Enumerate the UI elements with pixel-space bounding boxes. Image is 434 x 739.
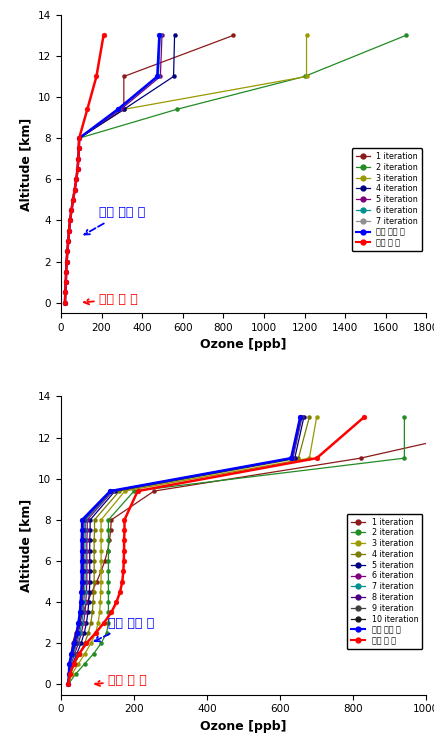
Legend: 1 iteration, 2 iteration, 3 iteration, 4 iteration, 5 iteration, 6 iteration, 7 : 1 iteration, 2 iteration, 3 iteration, 4… (346, 514, 421, 649)
Legend: 1 iteration, 2 iteration, 3 iteration, 4 iteration, 5 iteration, 6 iteration, 7 : 1 iteration, 2 iteration, 3 iteration, 4… (351, 148, 421, 251)
Text: 존데 참 값: 존데 참 값 (84, 293, 138, 306)
Text: 최종 산출 값: 최종 산출 값 (94, 617, 155, 641)
X-axis label: Ozone [ppb]: Ozone [ppb] (200, 720, 286, 733)
X-axis label: Ozone [ppb]: Ozone [ppb] (200, 338, 286, 351)
Text: 최종 산출 값: 최종 산출 값 (84, 206, 145, 234)
Text: 존데 참 값: 존데 참 값 (95, 675, 147, 687)
Y-axis label: Altitude [km]: Altitude [km] (20, 118, 32, 211)
Y-axis label: Altitude [km]: Altitude [km] (20, 499, 32, 592)
